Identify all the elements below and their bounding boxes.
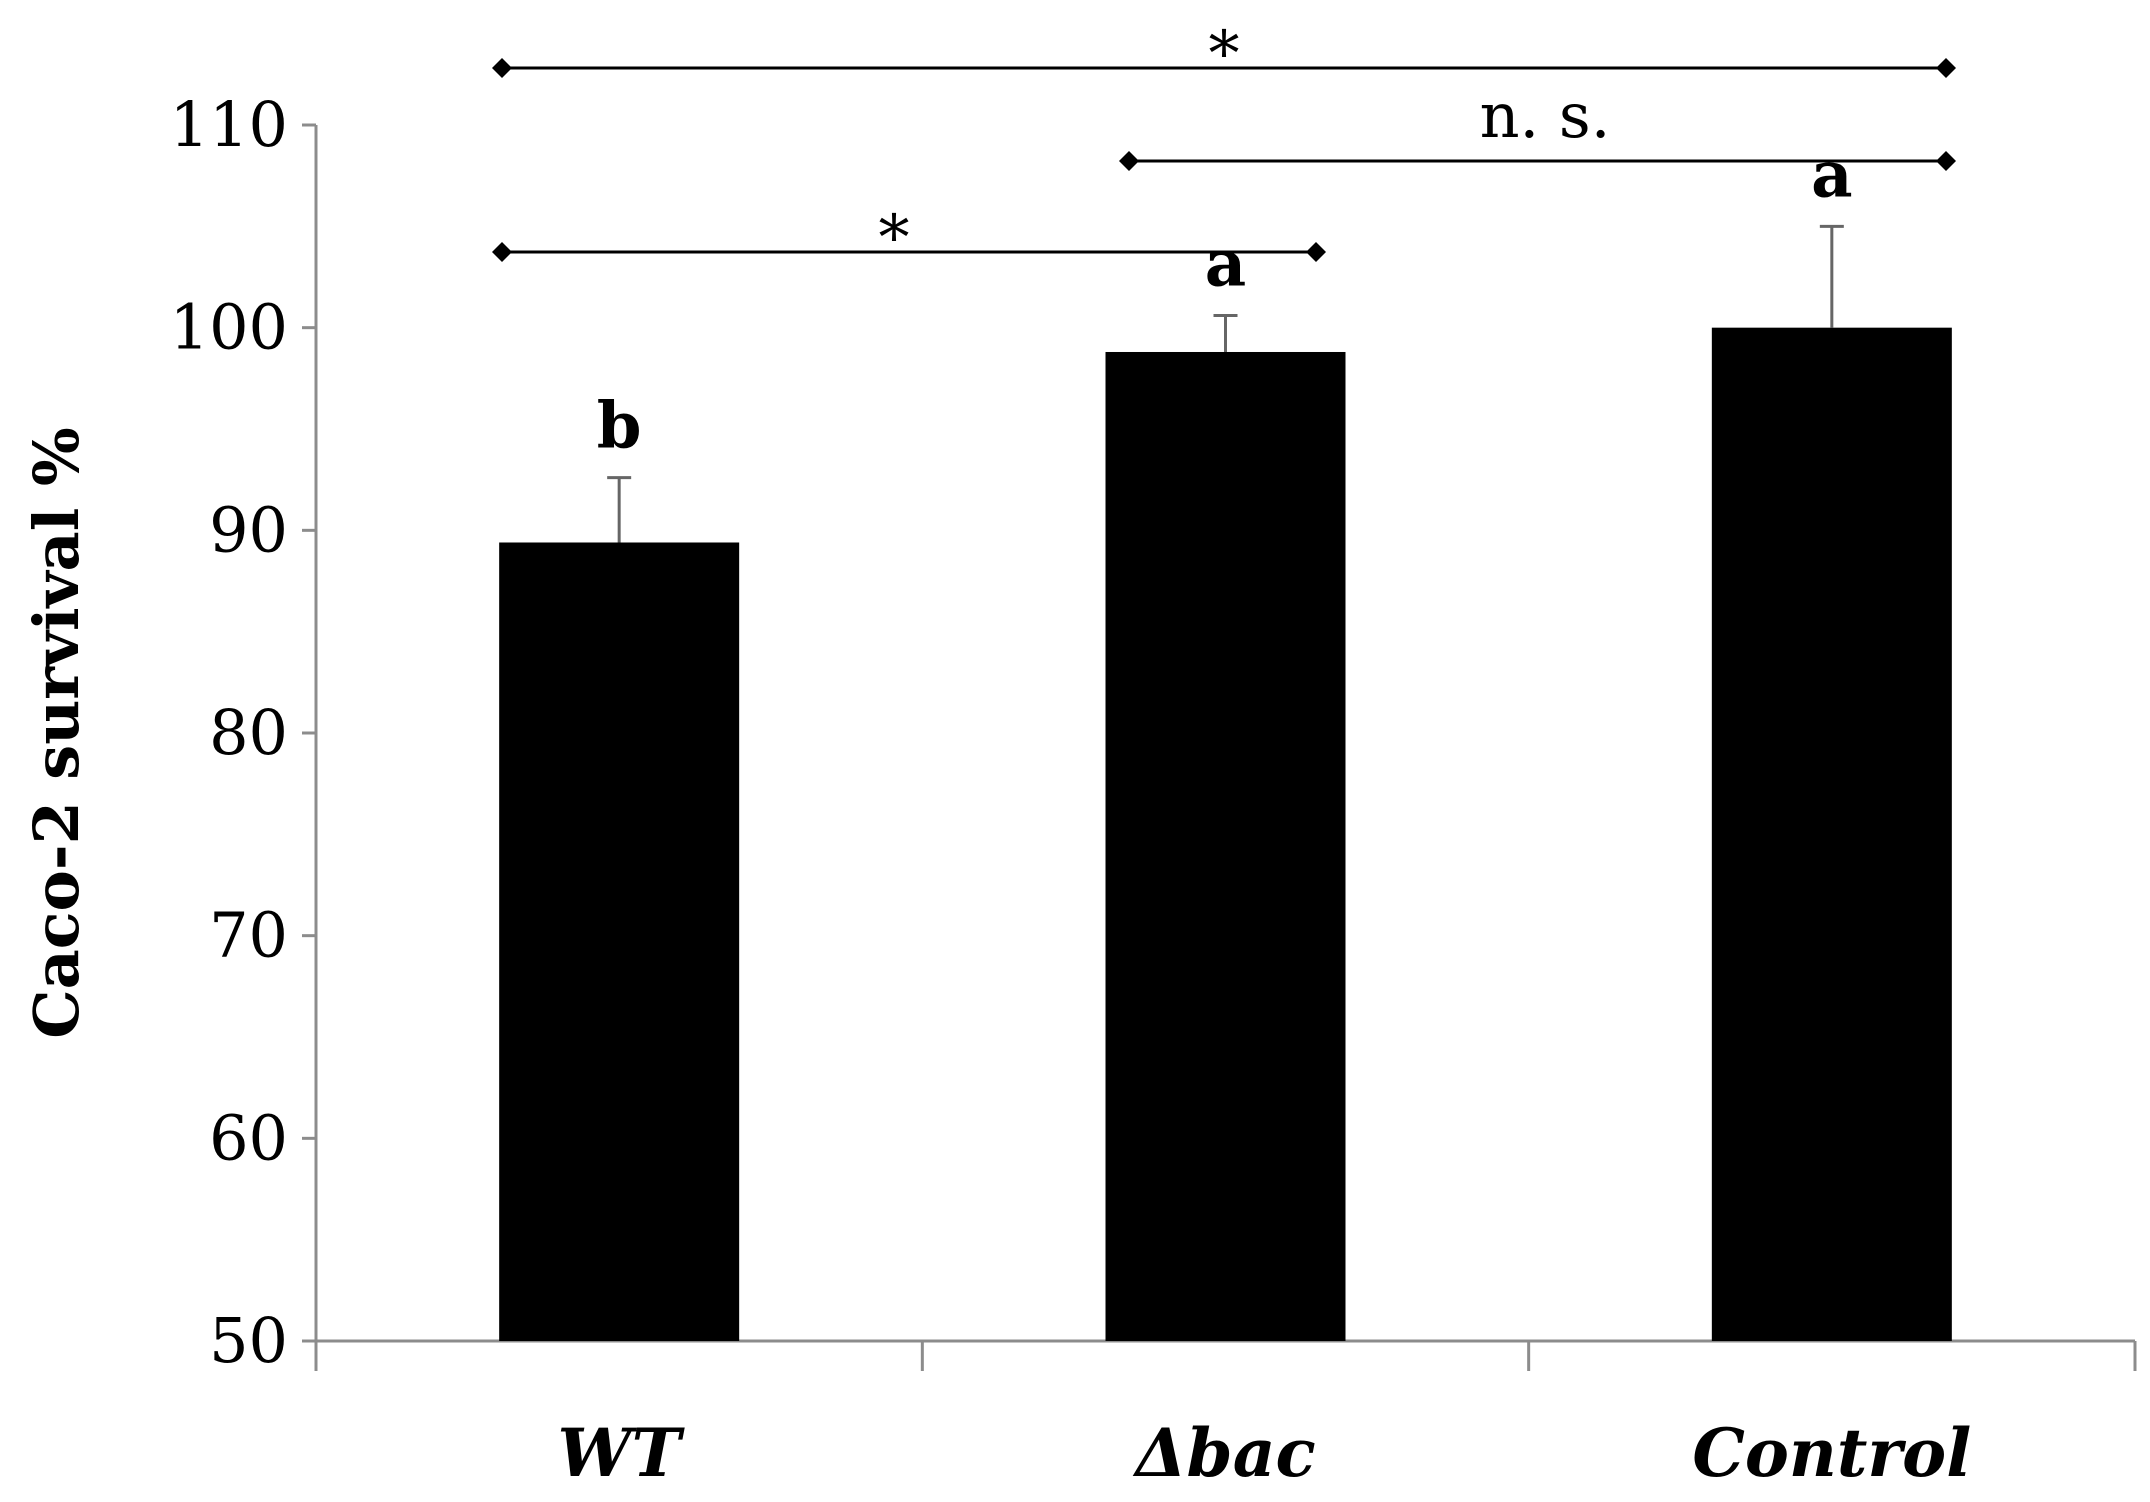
error-bars [607, 224, 1844, 543]
group-letter: a [1205, 227, 1246, 302]
y-tick-label: 50 [209, 1304, 288, 1377]
y-tick-label: 110 [170, 88, 288, 161]
bracket-end-marker [1936, 151, 1956, 171]
y-axis-title: Caco-2 survival % [20, 427, 93, 1039]
group-letter: b [597, 389, 642, 464]
significance-label: * [879, 201, 910, 274]
significance-label: n. s. [1480, 79, 1611, 152]
bracket-end-marker [1936, 58, 1956, 78]
y-tick-label: 70 [209, 899, 288, 972]
bar [1105, 351, 1346, 1341]
y-tick-label: 90 [209, 493, 288, 566]
y-tick-label: 100 [170, 291, 288, 364]
x-axis-ticks: WT Δbac Control [314, 1341, 2137, 1492]
x-tick-label: Δbac [1132, 1414, 1315, 1492]
bracket-end-marker [1306, 242, 1326, 262]
bar [499, 542, 740, 1341]
bracket-end-marker [492, 58, 512, 78]
y-axis-ticks: 50 60 70 80 90 100 110 [170, 88, 316, 1377]
significance-brackets: * n. s. * [492, 17, 1956, 274]
y-tick-label: 80 [209, 696, 288, 769]
group-letters: b a a [597, 137, 1853, 463]
bar-series [499, 327, 1952, 1342]
bracket-end-marker [1119, 151, 1139, 171]
significance-label: * [1209, 17, 1240, 90]
y-tick-label: 60 [209, 1101, 288, 1174]
x-tick-label: WT [558, 1414, 686, 1492]
bar [1711, 327, 1952, 1342]
bracket-end-marker [492, 242, 512, 262]
group-letter: a [1811, 137, 1852, 212]
x-tick-label: Control [1692, 1414, 1971, 1492]
